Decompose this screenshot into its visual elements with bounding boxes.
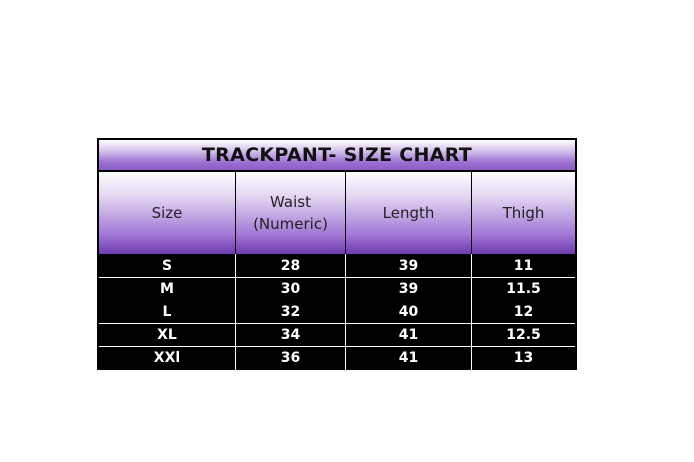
cell-thigh: 12.5: [506, 326, 541, 343]
cell-thigh: 11: [513, 257, 534, 274]
cell-thigh: 11.5: [506, 280, 541, 297]
header-size: Size: [99, 172, 235, 254]
table-row: M 30 39 11.5: [97, 277, 577, 300]
table-row: S 28 39 11: [97, 254, 577, 277]
header-waist: Waist (Numeric): [236, 172, 345, 254]
header-waist-line2: (Numeric): [253, 215, 328, 233]
row-divider: [99, 323, 575, 324]
cell-length: 41: [398, 326, 419, 343]
table-row: L 32 40 12: [97, 300, 577, 323]
cell-size: M: [160, 280, 174, 297]
row-divider: [99, 346, 575, 347]
column-divider: [235, 254, 236, 370]
cell-length: 39: [398, 280, 419, 297]
row-divider: [99, 277, 575, 278]
chart-title: TRACKPANT- SIZE CHART: [99, 140, 575, 170]
header-thigh: Thigh: [472, 172, 575, 254]
cell-size: S: [161, 257, 173, 274]
column-divider: [471, 254, 472, 370]
cell-thigh: 12: [513, 303, 534, 320]
size-chart-table: TRACKPANT- SIZE CHART Size Waist (Numeri…: [97, 138, 577, 370]
cell-waist: 30: [280, 280, 301, 297]
cell-waist: 34: [280, 326, 301, 343]
column-divider: [345, 254, 346, 370]
table-row: XL 34 41 12.5: [97, 323, 577, 346]
cell-length: 40: [398, 303, 419, 320]
cell-waist: 32: [280, 303, 301, 320]
cell-thigh: 13: [513, 349, 534, 366]
header-waist-line1: Waist: [270, 193, 311, 211]
cell-length: 39: [398, 257, 419, 274]
cell-size: XL: [157, 326, 177, 343]
cell-length: 41: [398, 349, 419, 366]
cell-waist: 36: [280, 349, 301, 366]
table-row: XXl 36 41 13: [97, 346, 577, 369]
header-length: Length: [346, 172, 471, 254]
cell-waist: 28: [280, 257, 301, 274]
cell-size: XXl: [153, 349, 181, 366]
cell-size: L: [162, 303, 172, 320]
